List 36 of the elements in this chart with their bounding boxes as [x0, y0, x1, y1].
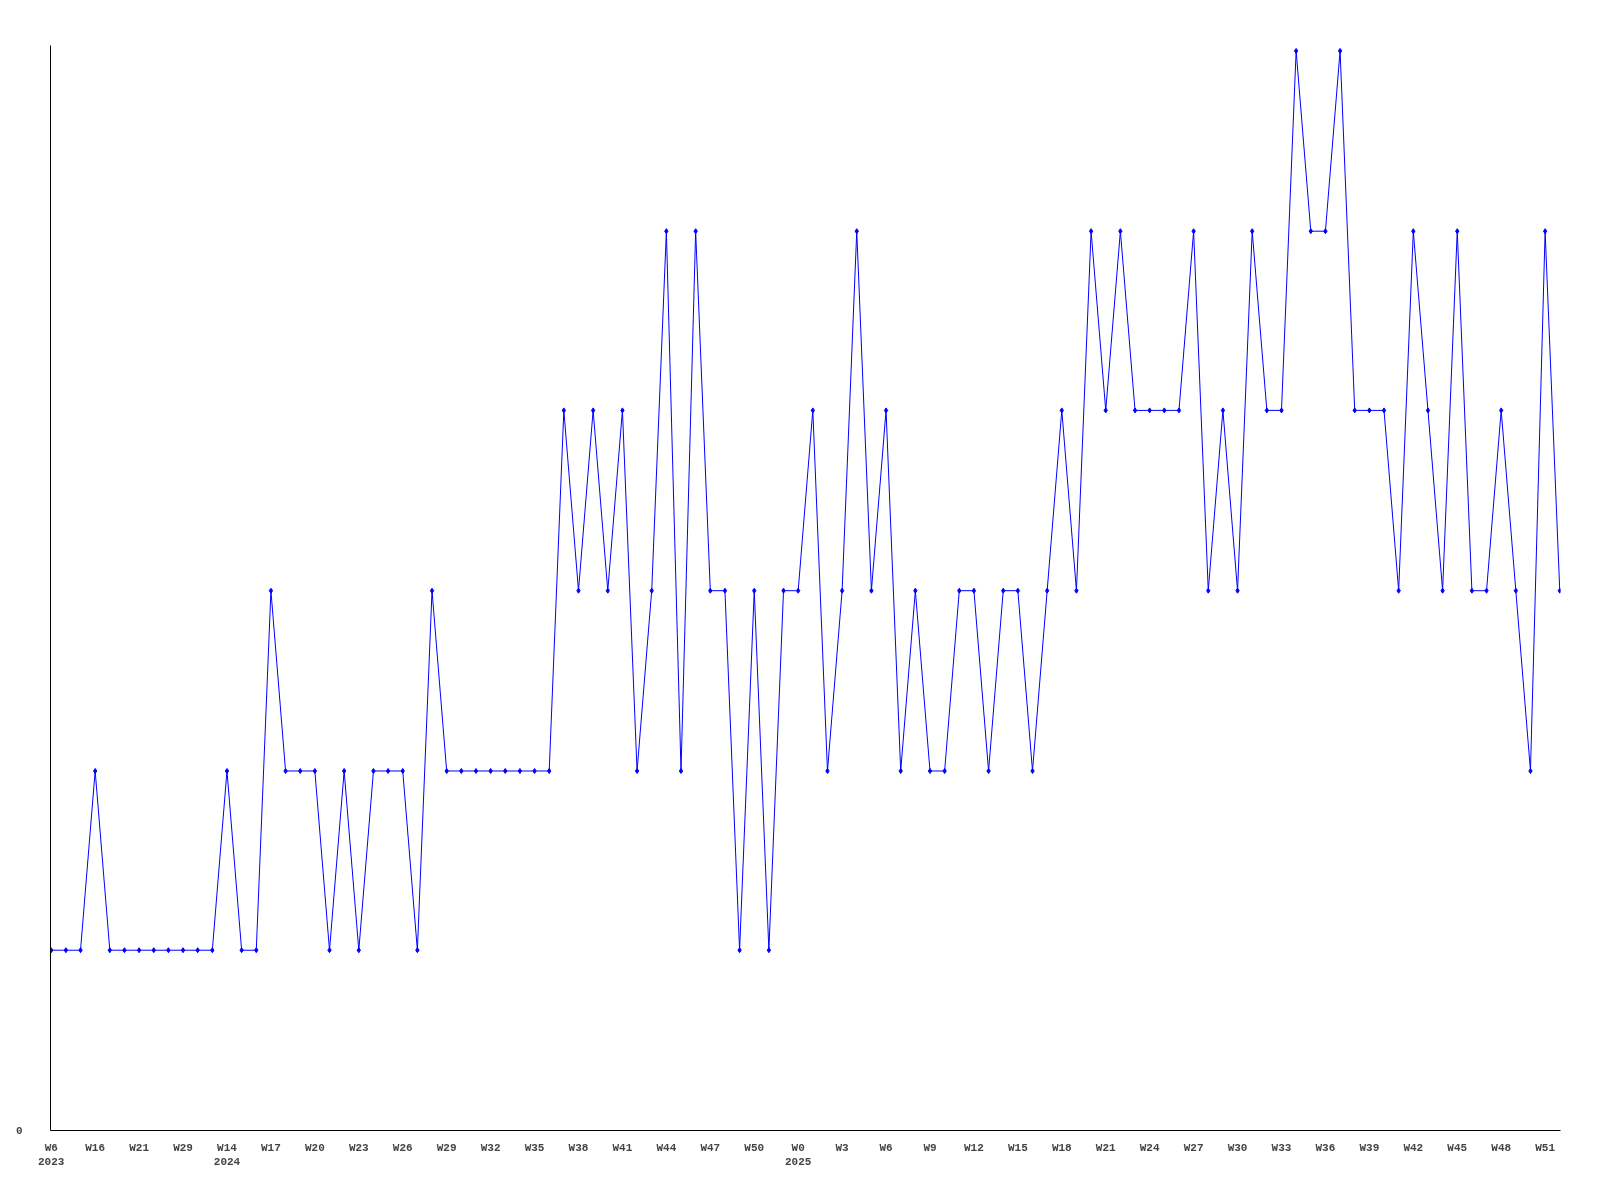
x-tick-label: W32: [480, 1141, 501, 1154]
x-tick-label: W36: [1315, 1141, 1336, 1154]
text: 0: [15, 1125, 23, 1137]
x-tick-label: W50: [744, 1141, 765, 1154]
x-tick-label: W33: [1271, 1141, 1292, 1154]
x-tick-label: W29: [173, 1141, 193, 1154]
x-tick-label: W30: [1227, 1141, 1248, 1154]
x-tick-label: W16: [85, 1141, 106, 1154]
x-tick-label: W42: [1403, 1141, 1424, 1154]
x-tick-label: W41: [612, 1141, 633, 1154]
x-tick-label: W39: [1359, 1141, 1380, 1154]
x-tick-label: W6 2023: [38, 1141, 65, 1168]
x-tick-label: W29: [436, 1141, 457, 1154]
x-tick-label: W35: [524, 1141, 545, 1154]
x-tick-label: W48: [1491, 1141, 1512, 1154]
x-tick-label: W45: [1447, 1141, 1468, 1154]
x-tick-label: W6: [879, 1141, 893, 1154]
x-tick-label: W18: [1051, 1141, 1073, 1154]
x-tick-label: W26: [392, 1141, 413, 1154]
x-tick-label: W0 2025: [784, 1141, 812, 1168]
x-tick-label: W44: [656, 1141, 677, 1154]
x-tick-label: W12: [964, 1141, 984, 1154]
x-tick-label: W20: [304, 1141, 325, 1154]
x-tick-label: W27: [1183, 1141, 1204, 1154]
x-tick-label: W24: [1139, 1141, 1160, 1154]
x-tick-label: W15: [1007, 1141, 1029, 1154]
x-tick-label: W23: [348, 1141, 370, 1154]
x-tick-label: W47: [700, 1141, 721, 1154]
x-tick-label: W9: [923, 1141, 937, 1154]
x-tick-label: W21: [129, 1141, 150, 1154]
x-tick-label: W21: [1095, 1141, 1117, 1154]
x-tick-label: W17: [261, 1141, 281, 1154]
x-tick-label: W14 2024: [213, 1141, 241, 1168]
x-tick-label: W51: [1535, 1141, 1556, 1154]
x-tick-label: W3: [835, 1141, 850, 1154]
x-tick-label: W38: [568, 1141, 589, 1154]
